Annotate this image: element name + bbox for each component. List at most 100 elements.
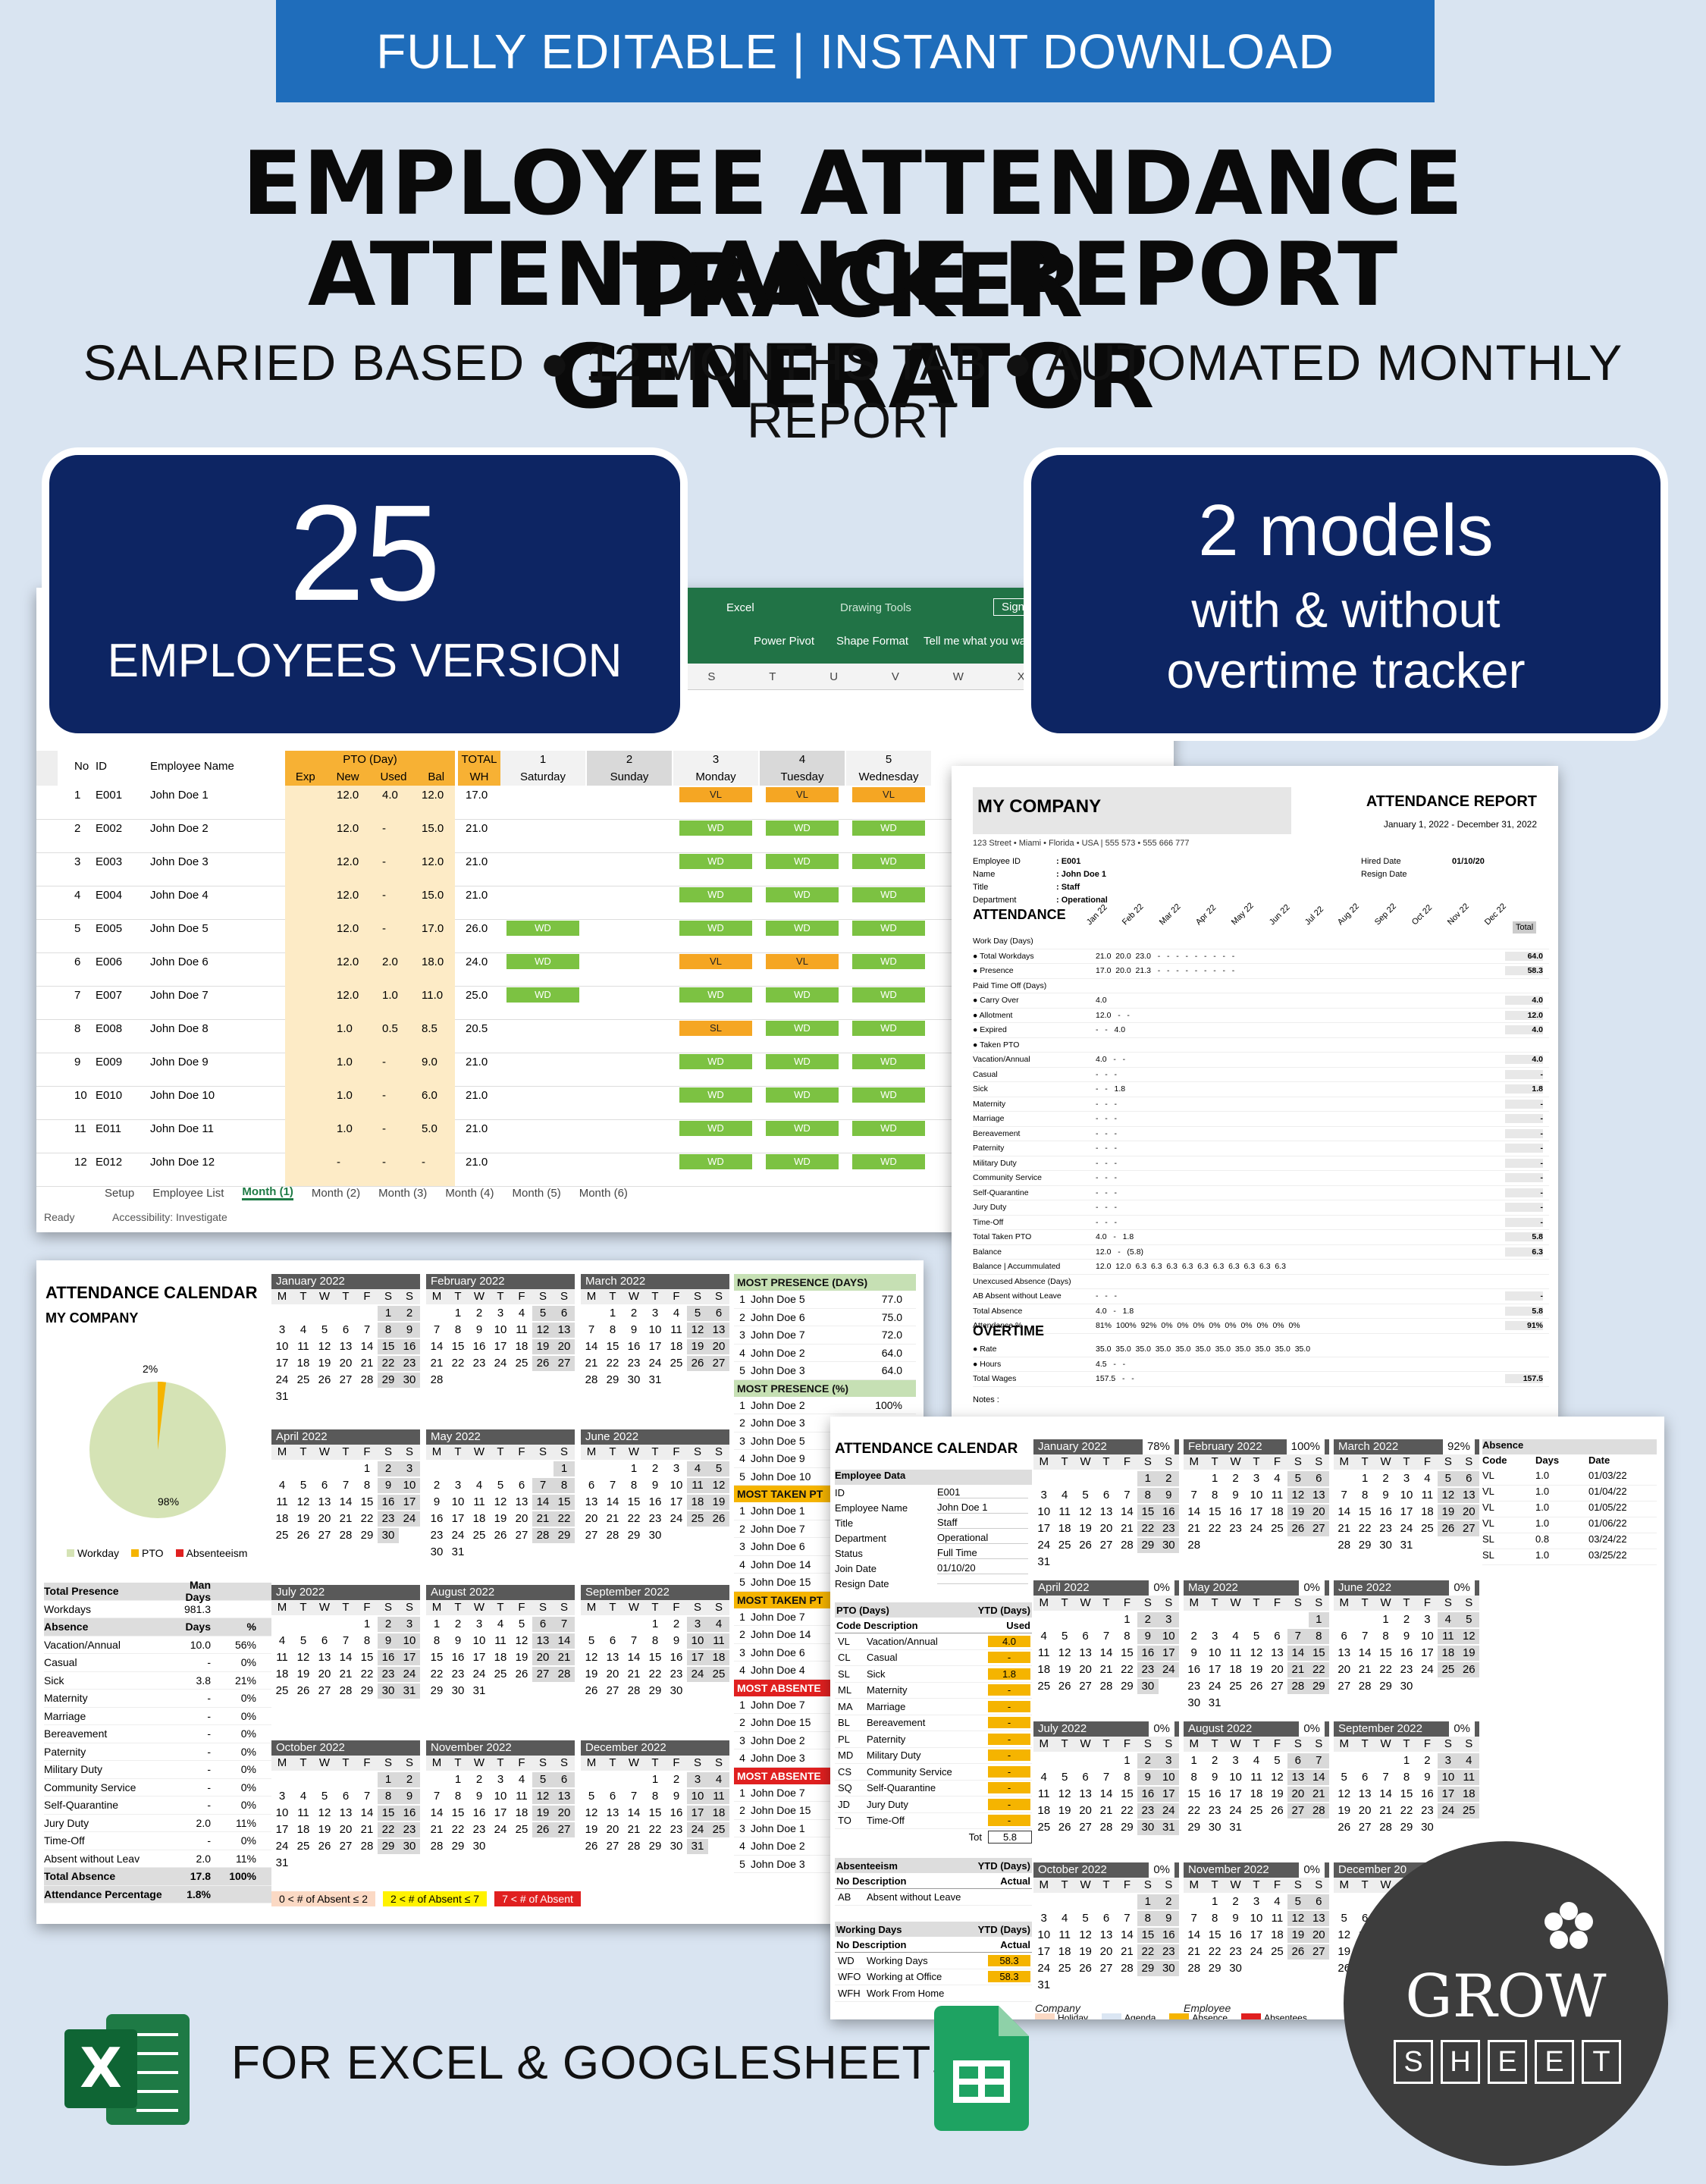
calendar-day: 8 bbox=[454, 1790, 462, 1803]
calendar-day: 20 bbox=[708, 1339, 729, 1354]
calendar-day: 27 bbox=[1308, 1944, 1329, 1960]
calendar-months: January 2022 M T W T F S S 1 2 3 4 5 6 7 8 9 10 11 12 13 14 15… bbox=[271, 1274, 742, 1869]
calendar-day: 11 bbox=[670, 1323, 682, 1336]
shape-format-tab[interactable]: Shape Format bbox=[836, 635, 909, 648]
calendar-month-title: March 2022 bbox=[581, 1274, 729, 1289]
row-bal: 17.0 bbox=[422, 922, 444, 935]
calendar-company: MY COMPANY bbox=[45, 1310, 139, 1326]
calendar-day: 20 bbox=[1287, 1787, 1309, 1802]
weekday-label: W bbox=[623, 1445, 644, 1460]
emp-field-label: Resign Date bbox=[835, 1577, 889, 1589]
weekday-label: T bbox=[644, 1289, 666, 1304]
ranking-name: John Doe 3 bbox=[751, 1417, 805, 1429]
calendar-day: 25 bbox=[296, 1373, 310, 1386]
calendar-day: 6 bbox=[1102, 1489, 1110, 1502]
absence-legend-item: 2 < # of Absent ≤ 7 bbox=[383, 1891, 488, 1906]
sheet-tab[interactable]: Setup bbox=[105, 1186, 135, 1200]
empty-day bbox=[314, 1306, 335, 1321]
calendar-day: 11 bbox=[708, 1633, 729, 1649]
calendar-day: 21 bbox=[532, 1511, 554, 1527]
calendar-day: 24 bbox=[494, 1357, 507, 1370]
emp-legend-swatch bbox=[1102, 2013, 1122, 2019]
calendar-day: 31 bbox=[648, 1373, 662, 1386]
summary-cell: Days bbox=[185, 1621, 211, 1633]
summary-row: Self-Quarantine -0% bbox=[44, 1796, 271, 1815]
weekday-label: T bbox=[1054, 1454, 1075, 1470]
weekday-label: M bbox=[1033, 1596, 1055, 1611]
weekday-label: W bbox=[314, 1445, 335, 1460]
calendar-day: 23 bbox=[1229, 1522, 1242, 1535]
sheet-tab[interactable]: Month (2) bbox=[311, 1186, 361, 1200]
weekday-label: T bbox=[1204, 1878, 1225, 1893]
calendar-day: 26 bbox=[1271, 1804, 1284, 1817]
calendar-day: 4 bbox=[518, 1773, 525, 1786]
calendar-day: 29 bbox=[606, 1373, 619, 1386]
calendar-day: 4 bbox=[299, 1790, 307, 1803]
calendar-day: 17 bbox=[670, 1495, 683, 1508]
calendar-day: 16 bbox=[1137, 1787, 1159, 1802]
weekday-label: M bbox=[1184, 1878, 1205, 1893]
report-row-label: Balance bbox=[973, 1247, 1002, 1257]
calendar-day: 19 bbox=[687, 1339, 708, 1354]
summary-cell: 2.0 bbox=[196, 1852, 211, 1865]
emp-field-value: Operational bbox=[937, 1532, 1028, 1544]
report-row-values: - - - bbox=[1096, 1099, 1117, 1109]
legend-item: PTO bbox=[130, 1547, 164, 1559]
calendar-month-title: October 2022 0% bbox=[1033, 1862, 1179, 1878]
calendar-day: 16 bbox=[648, 1495, 662, 1508]
calendar-day: 7 bbox=[1124, 1489, 1131, 1502]
calendar-day: 25 bbox=[494, 1668, 507, 1680]
summary-row: Casual -0% bbox=[44, 1654, 271, 1672]
row-new: 1.0 bbox=[337, 1122, 353, 1135]
sheet-tab[interactable]: Employee List bbox=[152, 1186, 224, 1200]
calendar-day: 22 bbox=[451, 1823, 465, 1836]
emp-table-row: TO Time-Off - bbox=[835, 1813, 1032, 1829]
calendar-day: 8 bbox=[1211, 1489, 1218, 1502]
row-no: 1 bbox=[74, 789, 81, 802]
calendar-day: 28 bbox=[554, 1667, 575, 1682]
emp-field-value: John Doe 1 bbox=[937, 1502, 1028, 1514]
report-month: Dec 22 bbox=[1482, 902, 1508, 927]
calendar-day: 21 bbox=[1121, 1945, 1134, 1958]
sheet-tab[interactable]: Month (3) bbox=[378, 1186, 428, 1200]
calendar-day: 14 bbox=[1121, 1505, 1134, 1518]
report-row: Time-Off - - -- bbox=[973, 1216, 1549, 1230]
calendar-month: June 2022 0% M T W T F S S 1 2 3 4 5 6 7 8 9 10 11 12 13 14 15 1… bbox=[1334, 1580, 1479, 1694]
absence-col: Code bbox=[1482, 1454, 1507, 1466]
sheet-tab[interactable]: Month (6) bbox=[579, 1186, 628, 1200]
empty-day bbox=[1096, 1894, 1116, 1909]
tell-me-search[interactable]: Tell me what you want t bbox=[924, 635, 1042, 648]
weekday-label: T bbox=[335, 1600, 356, 1615]
weekday-label: W bbox=[1074, 1878, 1096, 1893]
weekday-label: T bbox=[335, 1445, 356, 1460]
calendar-day: 24 bbox=[1400, 1522, 1413, 1535]
calendar-day: 3 bbox=[399, 1617, 420, 1632]
sheet-tab[interactable]: Month (5) bbox=[512, 1186, 561, 1200]
calendar-day: 8 bbox=[433, 1634, 441, 1647]
ribbon-drawing-tools: Drawing Tools bbox=[840, 601, 911, 614]
day-number: 1 bbox=[539, 753, 547, 766]
calendar-day: 16 bbox=[1400, 1646, 1413, 1659]
attendance-cell: WD bbox=[852, 1121, 925, 1136]
calendar-day: 9 bbox=[475, 1790, 483, 1803]
report-row-total: 5.8 bbox=[1505, 1306, 1543, 1316]
absence-cell: 01/06/22 bbox=[1588, 1517, 1627, 1529]
ranking-row: 2 John Doe 3 bbox=[734, 1414, 916, 1432]
calendar-day: 21 bbox=[585, 1357, 598, 1370]
power-pivot-tab[interactable]: Power Pivot bbox=[754, 635, 815, 648]
attendance-cell: WD bbox=[679, 1154, 752, 1169]
calendar-month-name: June 2022 bbox=[585, 1430, 639, 1443]
calendar-day: 18 bbox=[708, 1806, 729, 1821]
summary-cell: 0% bbox=[240, 1745, 256, 1758]
weekday-label: S bbox=[532, 1289, 554, 1304]
calendar-day: 29 bbox=[360, 1529, 374, 1542]
calendar-day: 25 bbox=[687, 1511, 708, 1527]
report-row-values: 81% 100% 92% 0% 0% 0% 0% 0% 0% 0% 0% 0% bbox=[1096, 1321, 1300, 1331]
sheet-tab[interactable]: Month (4) bbox=[445, 1186, 494, 1200]
weekday-label: T bbox=[490, 1289, 511, 1304]
weekday-label: W bbox=[469, 1445, 490, 1460]
calendar-month-title: July 2022 0% bbox=[1033, 1721, 1179, 1737]
sheet-tab[interactable]: Month (1) bbox=[242, 1185, 293, 1200]
calendar-day: 23 bbox=[1158, 1944, 1179, 1960]
